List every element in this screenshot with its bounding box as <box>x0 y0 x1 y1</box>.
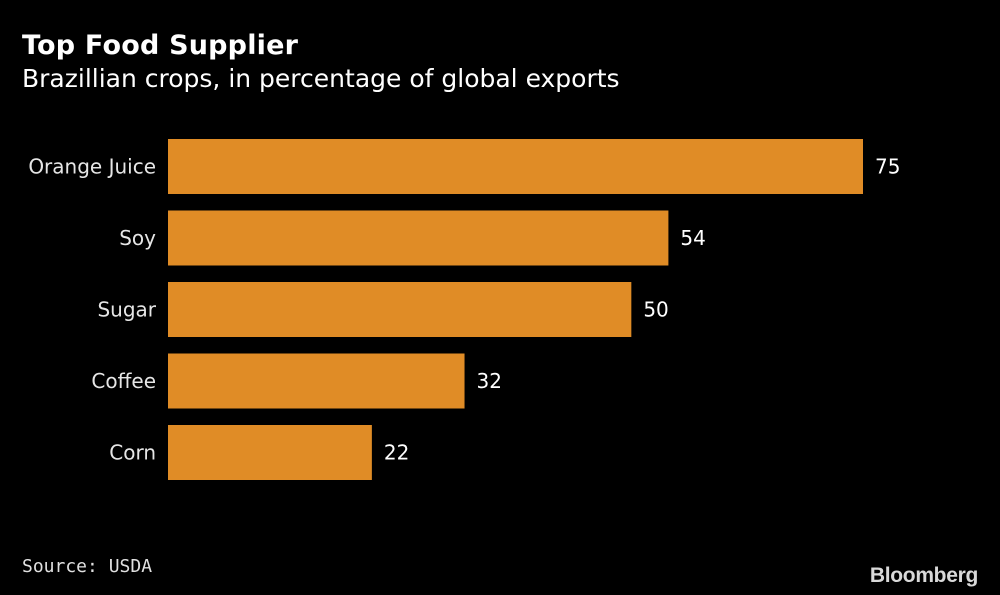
category-label-corn: Corn <box>109 441 156 465</box>
category-label-orange-juice: Orange Juice <box>28 155 156 179</box>
value-label-coffee: 32 <box>477 369 502 393</box>
bar-coffee <box>168 353 465 409</box>
bar-soy <box>168 210 669 266</box>
value-label-sugar: 50 <box>643 298 668 322</box>
category-label-soy: Soy <box>119 226 156 250</box>
value-label-orange-juice: 75 <box>875 155 900 179</box>
category-label-coffee: Coffee <box>91 369 156 393</box>
chart-title: Top Food Supplier <box>22 30 299 61</box>
bar-sugar <box>168 282 632 337</box>
bar-corn <box>168 425 372 480</box>
source-note: Source: USDA <box>22 556 153 577</box>
bar-orange-juice <box>168 139 863 194</box>
category-label-sugar: Sugar <box>97 298 156 322</box>
value-label-soy: 54 <box>680 226 705 250</box>
bloomberg-logo: Bloomberg <box>869 564 978 587</box>
chart-subtitle: Brazillian crops, in percentage of globa… <box>22 64 620 93</box>
value-label-corn: 22 <box>384 441 409 465</box>
